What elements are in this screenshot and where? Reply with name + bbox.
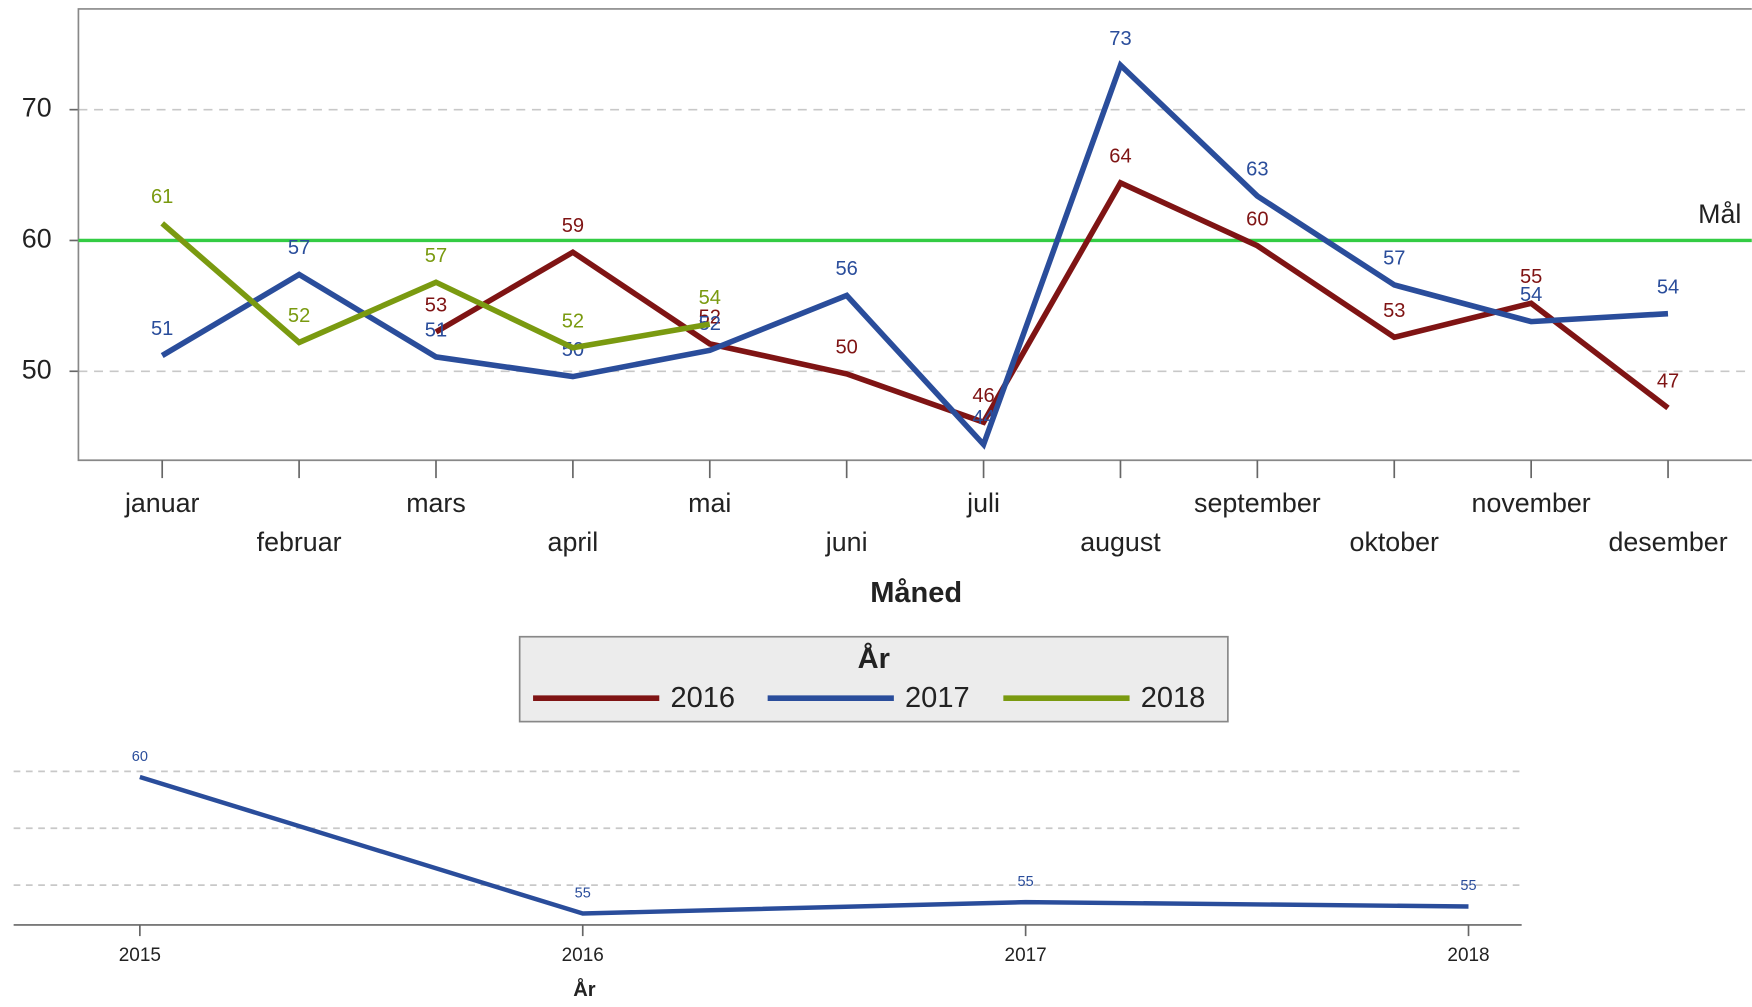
- data-label: 52: [699, 313, 721, 335]
- legend-label: 2016: [670, 682, 735, 714]
- x-tick-label: august: [1080, 527, 1161, 557]
- y-tick-label: 70: [22, 93, 52, 123]
- x-tick-label: november: [1472, 488, 1591, 518]
- legend-label: 2017: [905, 682, 970, 714]
- data-label: 44: [972, 407, 994, 429]
- data-label: 53: [425, 295, 447, 317]
- series-line: [160, 221, 711, 351]
- data-label: 53: [1383, 300, 1405, 322]
- x-tick-label: juli: [966, 488, 1000, 518]
- data-label: 63: [1246, 159, 1268, 181]
- x-tick-label: oktober: [1350, 527, 1439, 557]
- data-label: 57: [288, 237, 310, 259]
- data-label: 59: [562, 215, 584, 237]
- x-tick-label: mai: [688, 488, 731, 518]
- y-tick-label: 50: [22, 354, 52, 384]
- legend-title: År: [858, 642, 890, 675]
- legend-box: [518, 635, 1229, 723]
- data-label: 55: [1520, 266, 1542, 288]
- data-label: 64: [1109, 146, 1131, 168]
- series-line: [434, 179, 1670, 426]
- x-axis-label: År: [573, 977, 596, 1001]
- data-label: 51: [425, 320, 447, 342]
- y-tick-label: 60: [22, 224, 52, 254]
- data-label: 60: [132, 749, 148, 765]
- x-tick-label: desember: [1608, 527, 1727, 557]
- x-tick-label: 2018: [1447, 945, 1489, 966]
- data-label: 56: [835, 258, 857, 280]
- x-tick-label: april: [548, 527, 599, 557]
- x-tick-label: februar: [257, 527, 342, 557]
- data-label: 57: [425, 245, 447, 267]
- data-label: 52: [288, 305, 310, 327]
- series-line: [139, 774, 1469, 916]
- data-label: 55: [1018, 874, 1034, 890]
- data-label: 57: [1383, 248, 1405, 270]
- x-tick-label: juni: [825, 527, 868, 557]
- data-label: 61: [151, 186, 173, 208]
- data-label: 55: [575, 885, 591, 901]
- data-label: 54: [1657, 276, 1679, 298]
- data-label: 60: [1246, 208, 1268, 230]
- data-label: 54: [1520, 284, 1542, 306]
- data-label: 52: [562, 310, 584, 332]
- plot-frame: [77, 8, 1752, 462]
- series-line: [160, 60, 1669, 450]
- data-label: 73: [1109, 28, 1131, 50]
- data-label: 55: [1460, 878, 1476, 894]
- data-label: 51: [151, 318, 173, 340]
- x-tick-label: januar: [124, 488, 200, 518]
- data-label: 50: [835, 337, 857, 359]
- goal-label: Mål: [1698, 199, 1741, 229]
- legend-label: 2018: [1141, 682, 1206, 714]
- data-label: 47: [1657, 371, 1679, 393]
- x-tick-label: 2017: [1005, 945, 1047, 966]
- x-tick-label: september: [1194, 488, 1321, 518]
- x-tick-label: mars: [406, 488, 466, 518]
- data-label: 54: [699, 287, 721, 309]
- x-tick-label: 2016: [562, 945, 604, 966]
- x-tick-label: 2015: [119, 945, 161, 966]
- x-axis-label: Måned: [870, 577, 962, 609]
- data-label: 46: [972, 385, 994, 407]
